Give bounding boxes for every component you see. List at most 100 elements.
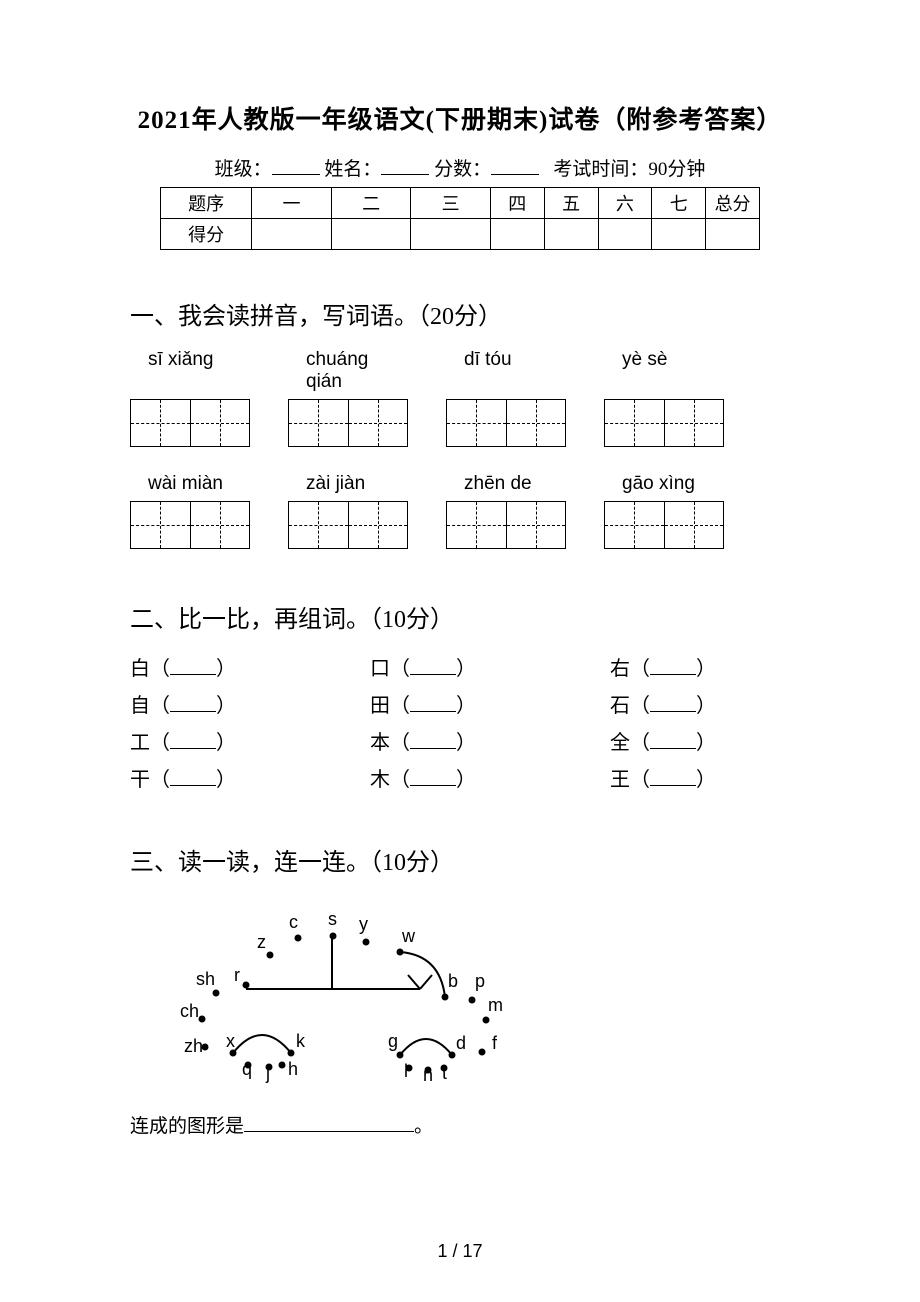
- char-box-pair[interactable]: [130, 501, 250, 549]
- char-box-pair[interactable]: [130, 399, 250, 447]
- compare-blank[interactable]: [410, 655, 456, 675]
- compare-item: 全（）: [610, 726, 790, 755]
- diagram-dot[interactable]: [267, 952, 274, 959]
- char-box-pair[interactable]: [446, 501, 566, 549]
- diagram-dot[interactable]: [397, 1052, 404, 1059]
- diagram-dot[interactable]: [199, 1016, 206, 1023]
- name-blank[interactable]: [381, 156, 429, 175]
- diagram-label: b: [448, 971, 458, 991]
- compare-blank[interactable]: [410, 729, 456, 749]
- diagram-dot[interactable]: [288, 1050, 295, 1057]
- score-cell[interactable]: [331, 219, 411, 250]
- compare-item: 白（）: [130, 652, 310, 681]
- compare-item: 木（）: [370, 763, 550, 792]
- compare-item: 工（）: [130, 726, 310, 755]
- compare-char: 工（: [130, 732, 170, 754]
- compare-blank[interactable]: [650, 692, 696, 712]
- diagram-dot[interactable]: [243, 982, 250, 989]
- compare-char: 本（: [370, 732, 410, 754]
- char-box-pair[interactable]: [604, 501, 724, 549]
- compare-item: 自（）: [130, 689, 310, 718]
- compare-blank[interactable]: [650, 655, 696, 675]
- score-cell[interactable]: [598, 219, 652, 250]
- footer-suffix: 。: [414, 1116, 433, 1137]
- section3-footer: 连成的图形是。: [130, 1111, 790, 1138]
- score-cell[interactable]: [252, 219, 332, 250]
- diagram-dot[interactable]: [330, 933, 337, 940]
- class-blank[interactable]: [272, 156, 320, 175]
- diagram-dot[interactable]: [449, 1052, 456, 1059]
- diagram-dot[interactable]: [397, 949, 404, 956]
- diagram-label: ch: [180, 1001, 199, 1021]
- table-row: 题序 一 二 三 四 五 六 七 总分: [161, 188, 760, 219]
- pinyin-label: dī tóu: [446, 349, 566, 393]
- col-label: 二: [331, 188, 411, 219]
- pinyin-label: chuáng qián: [288, 349, 408, 393]
- connect-diagram[interactable]: csywzrshchbpmfzhxkqjhgdlnt: [170, 907, 790, 1097]
- diagram-label: n: [423, 1065, 433, 1085]
- diagram-dot[interactable]: [295, 935, 302, 942]
- diagram-dot[interactable]: [442, 994, 449, 1001]
- compare-item: 口（）: [370, 652, 550, 681]
- diagram-label: l: [404, 1061, 408, 1081]
- compare-blank[interactable]: [650, 766, 696, 786]
- compare-char: 干（: [130, 769, 170, 791]
- compare-blank[interactable]: [650, 729, 696, 749]
- diagram-dot[interactable]: [483, 1017, 490, 1024]
- answer-blank[interactable]: [244, 1113, 414, 1132]
- time-prefix: 考试时间：: [553, 159, 648, 180]
- pinyin-label: zhēn de: [446, 473, 566, 495]
- diagram-label: c: [289, 912, 298, 932]
- compare-char: 王（: [610, 769, 650, 791]
- compare-blank[interactable]: [410, 692, 456, 712]
- col-label: 三: [411, 188, 491, 219]
- diagram-dot[interactable]: [279, 1062, 286, 1069]
- diagram-label: zh: [184, 1036, 203, 1056]
- title: 2021年人教版一年级语文(下册期末)试卷（附参考答案）: [130, 100, 790, 136]
- score-cell[interactable]: [706, 219, 760, 250]
- score-label: 分数：: [434, 159, 491, 180]
- diagram-dot[interactable]: [479, 1049, 486, 1056]
- compare-item: 石（）: [610, 689, 790, 718]
- char-box-pair[interactable]: [446, 399, 566, 447]
- diagram-label: t: [442, 1063, 447, 1083]
- col-label: 五: [544, 188, 598, 219]
- section1-heading: 一、我会读拼音，写词语。（20分）: [130, 296, 790, 331]
- score-cell[interactable]: [490, 219, 544, 250]
- diagram-label: s: [328, 909, 337, 929]
- diagram-label: sh: [196, 969, 215, 989]
- page-number: 1 / 17: [0, 1241, 920, 1262]
- char-box-pair[interactable]: [604, 399, 724, 447]
- diagram-dot[interactable]: [469, 997, 476, 1004]
- class-label: 班级：: [215, 159, 272, 180]
- char-box-pair[interactable]: [288, 501, 408, 549]
- score-cell[interactable]: [411, 219, 491, 250]
- name-label: 姓名：: [324, 159, 381, 180]
- pinyin-label: yè sè: [604, 349, 724, 393]
- col-label: 四: [490, 188, 544, 219]
- score-blank[interactable]: [491, 156, 539, 175]
- score-cell[interactable]: [544, 219, 598, 250]
- compare-item: 田（）: [370, 689, 550, 718]
- diagram-label: q: [242, 1059, 252, 1079]
- compare-blank[interactable]: [170, 655, 216, 675]
- compare-char: 右（: [610, 658, 650, 680]
- compare-char: 口（: [370, 658, 410, 680]
- compare-blank[interactable]: [170, 692, 216, 712]
- diagram-dot[interactable]: [363, 939, 370, 946]
- diagram-label: j: [265, 1063, 270, 1083]
- compare-grid: 白（）口（）右（）自（）田（）石（）工（）本（）全（）干（）木（）王（）: [130, 652, 790, 792]
- compare-blank[interactable]: [170, 766, 216, 786]
- diagram-dot[interactable]: [213, 990, 220, 997]
- compare-char: 石（: [610, 695, 650, 717]
- pinyin-label: gāo xìng: [604, 473, 724, 495]
- score-cell[interactable]: [652, 219, 706, 250]
- compare-blank[interactable]: [170, 729, 216, 749]
- row-header: 题序: [161, 188, 252, 219]
- box-row: [130, 501, 790, 549]
- row-header: 得分: [161, 219, 252, 250]
- compare-blank[interactable]: [410, 766, 456, 786]
- diagram-label: k: [296, 1031, 306, 1051]
- time-value: 90分钟: [648, 159, 705, 180]
- char-box-pair[interactable]: [288, 399, 408, 447]
